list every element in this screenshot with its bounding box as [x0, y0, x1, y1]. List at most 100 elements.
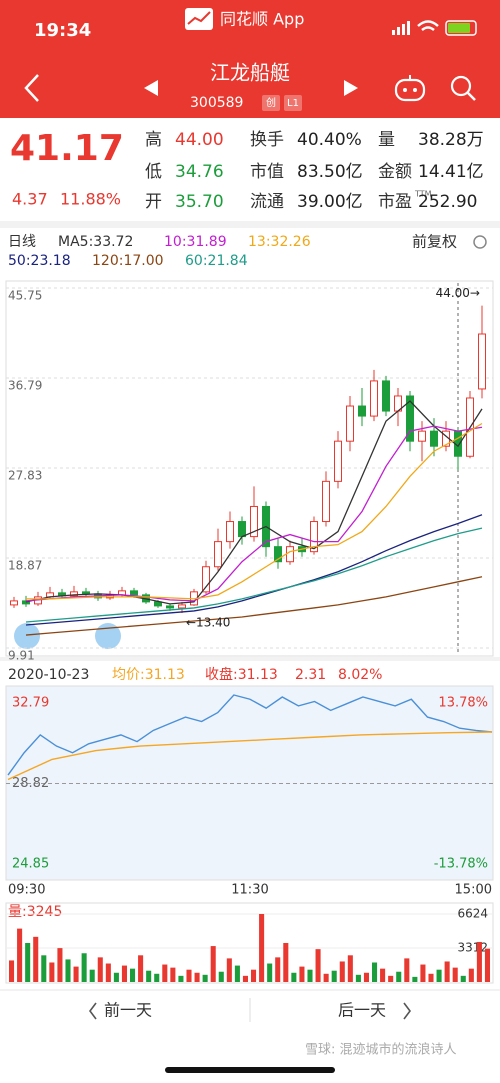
prev-day[interactable]: 前一天	[104, 1001, 152, 1020]
volume-bar	[380, 968, 386, 982]
quote-value: 252.90	[418, 192, 477, 212]
annotation: ←13.40	[186, 615, 230, 629]
badge-bg	[262, 95, 280, 111]
volume-bar	[186, 969, 192, 982]
candle-body	[226, 521, 234, 543]
intraday-line	[7, 694, 493, 776]
home-indicator	[165, 1067, 335, 1073]
volume-bar	[113, 972, 119, 982]
quote-label: 市盈	[378, 192, 412, 212]
back-button[interactable]	[24, 74, 39, 102]
quote-label: 高	[145, 130, 162, 150]
quote-value: 34.76	[175, 162, 224, 182]
candle-body	[238, 521, 246, 538]
volume-bar	[347, 955, 353, 982]
candle-body	[82, 591, 90, 595]
divider	[0, 221, 500, 228]
y-tick-label: 28.82	[12, 776, 49, 791]
candle-body	[286, 546, 294, 563]
y-tick-label: 27.83	[8, 469, 42, 483]
next-day[interactable]: 后一天	[338, 1001, 386, 1020]
volume-bar	[25, 942, 31, 982]
volume-title: 量:3245	[8, 904, 62, 920]
date: 2020-10-23	[8, 667, 89, 683]
volume-bar	[452, 967, 458, 982]
volume-bar	[299, 966, 305, 982]
volume-bar	[283, 942, 289, 982]
volume-bar	[242, 975, 248, 982]
wifi-icon	[417, 20, 439, 32]
avg-label: 均价:31.13	[112, 667, 185, 683]
candle-body	[430, 430, 438, 447]
volume-bar	[178, 975, 184, 982]
y-tick-label: 6624	[457, 907, 488, 921]
quote-value: 35.70	[175, 192, 224, 212]
volume-bar	[234, 965, 240, 982]
x-tick-label: 11:30	[231, 883, 268, 898]
next-stock[interactable]	[344, 80, 358, 96]
close-label: 收盘:31.13	[205, 666, 278, 683]
volume-bar	[170, 967, 176, 982]
header-bg	[0, 0, 500, 118]
y-tick-label: 36.79	[8, 379, 42, 393]
legend-entry: 10:31.89	[164, 234, 227, 250]
change-pct: 11.88%	[60, 190, 121, 209]
volume-bar	[259, 914, 265, 982]
volume-frame	[5, 902, 494, 984]
candle-body	[310, 521, 318, 553]
volume-bar	[226, 958, 232, 982]
quote-label: 换手	[250, 130, 284, 150]
volume-bar	[331, 970, 337, 982]
prev-stock[interactable]	[144, 80, 158, 96]
quote-value: 40.40%	[297, 130, 362, 150]
zoom-in-button[interactable]	[95, 623, 121, 649]
search-button[interactable]	[450, 75, 476, 101]
y2-tick-label: 13.78%	[438, 696, 488, 711]
volume-bar	[267, 963, 273, 982]
y-tick-label: 18.87	[8, 559, 42, 573]
y-tick-label: 24.85	[12, 857, 49, 872]
ma-line	[25, 576, 483, 636]
volume-bar	[355, 974, 361, 982]
zoom-out-button[interactable]	[14, 623, 40, 649]
volume-bar	[218, 971, 224, 982]
quote-label: 市值	[250, 162, 284, 182]
volume-bar	[97, 957, 103, 982]
quote-label-sup: TTM	[414, 190, 432, 199]
settings-icon[interactable]	[473, 235, 487, 249]
candle-body	[202, 566, 210, 593]
next-day-chevron	[403, 1002, 411, 1020]
volume-bar	[428, 973, 434, 982]
robot-button[interactable]	[394, 75, 426, 102]
volume-bar	[388, 975, 394, 982]
volume-bar	[138, 955, 144, 982]
volume-bar	[81, 953, 87, 982]
signal-icon	[392, 21, 410, 35]
volume-bar	[130, 968, 136, 982]
badge: 创	[266, 96, 276, 109]
candle-body	[346, 405, 354, 442]
price: 41.17	[10, 128, 124, 169]
battery-level	[448, 23, 470, 33]
badge-bg	[284, 95, 302, 111]
y-tick-label: 9.91	[8, 649, 35, 663]
legend-entry: MA5:33.72	[58, 234, 133, 250]
period: 日线	[8, 234, 36, 250]
prev-day-chevron	[89, 1002, 97, 1020]
change-pct: 8.02%	[338, 667, 382, 683]
app-name: 同花顺 App	[220, 10, 304, 29]
quote-value: 38.28万	[418, 130, 484, 150]
candle-body	[10, 600, 18, 606]
quote-label: 低	[145, 162, 162, 182]
candle-body	[370, 380, 378, 417]
quote-label: 开	[145, 192, 162, 212]
candle-body	[334, 440, 342, 482]
volume-bar	[460, 975, 466, 982]
volume-bar	[307, 969, 313, 982]
divider	[0, 657, 500, 661]
volume-bar	[372, 962, 378, 982]
ma-line	[25, 425, 483, 602]
volume-bar	[251, 969, 257, 982]
candle-body	[70, 591, 78, 597]
volume-bar	[162, 964, 168, 982]
